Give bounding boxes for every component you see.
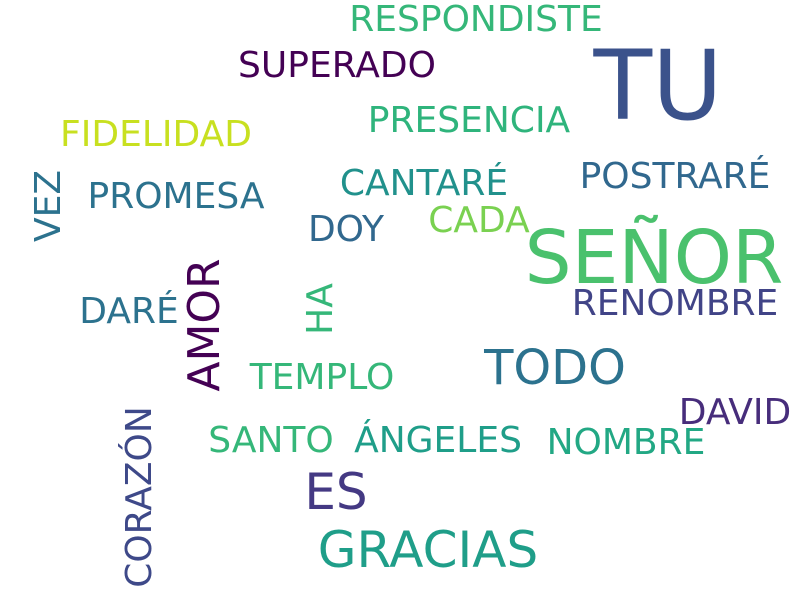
word-doy: DOY bbox=[307, 209, 385, 250]
word-amor: AMOR bbox=[179, 258, 230, 392]
word-postrare: POSTRARÉ bbox=[579, 156, 771, 197]
word-fidelidad: FIDELIDAD bbox=[60, 114, 252, 155]
word-promesa: PROMESA bbox=[87, 176, 265, 217]
word-corazon: CORAZÓN bbox=[119, 406, 160, 588]
word-david: DAVID bbox=[678, 392, 792, 433]
word-angeles: ÁNGELES bbox=[354, 420, 522, 461]
word-es: ES bbox=[304, 463, 368, 521]
word-cada: CADA bbox=[428, 200, 530, 241]
word-tu: TU bbox=[593, 30, 723, 142]
word-templo: TEMPLO bbox=[249, 357, 395, 398]
word-nombre: NOMBRE bbox=[546, 422, 706, 463]
word-superado: SUPERADO bbox=[238, 45, 436, 86]
word-vez: VEZ bbox=[28, 169, 69, 243]
word-ha: HA bbox=[300, 283, 341, 335]
word-todo: TODO bbox=[484, 340, 626, 396]
word-santo: SANTO bbox=[208, 420, 334, 461]
word-renombre: RENOMBRE bbox=[571, 283, 779, 324]
word-respondiste: RESPONDISTE bbox=[349, 0, 603, 40]
word-senor: SEÑOR bbox=[524, 215, 784, 301]
word-presencia: PRESENCIA bbox=[367, 100, 571, 141]
word-gracias: GRACIAS bbox=[317, 521, 539, 579]
word-cantare: CANTARÉ bbox=[339, 163, 509, 204]
word-dare: DARÉ bbox=[79, 291, 179, 332]
